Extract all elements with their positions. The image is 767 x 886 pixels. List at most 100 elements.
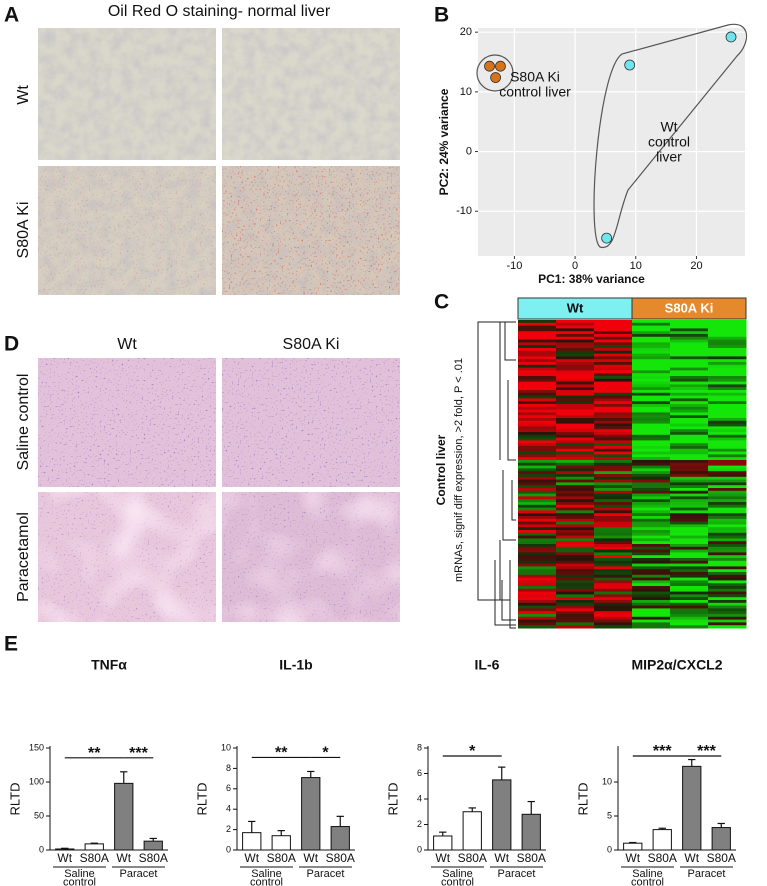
heatmap-texture <box>556 611 595 615</box>
heatmap-texture <box>670 471 709 475</box>
heatmap-texture <box>670 420 709 425</box>
heatmap-texture <box>708 504 747 509</box>
header-box <box>631 297 747 320</box>
heatmap-texture <box>708 378 747 383</box>
y-tick-label: 6 <box>417 768 422 778</box>
heatmap-texture <box>632 572 671 576</box>
bar <box>462 811 482 851</box>
bar <box>652 829 672 851</box>
heatmap-texture <box>556 538 595 542</box>
heatmap-texture <box>518 524 557 528</box>
heatmap-texture <box>518 586 557 590</box>
heatmap-texture <box>518 440 557 444</box>
heatmap-texture <box>708 367 747 371</box>
heatmap-texture <box>594 521 633 525</box>
heatmap-texture <box>632 381 671 385</box>
heatmap-texture <box>594 594 633 598</box>
heatmap-texture <box>518 418 557 422</box>
heatmap-texture <box>594 468 633 472</box>
heatmap-texture <box>632 518 671 523</box>
heatmap-texture <box>632 423 671 427</box>
heatmap-texture <box>556 395 595 399</box>
heatmap-texture <box>556 577 595 581</box>
heatmap-texture <box>670 552 709 556</box>
heatmap-texture <box>594 560 633 565</box>
column-header: S80A Ki <box>665 300 714 315</box>
heatmap-texture <box>518 507 557 511</box>
heatmap-texture <box>632 376 671 380</box>
heatmap-texture <box>670 541 709 545</box>
heatmap-texture <box>518 409 557 413</box>
heatmap-texture <box>632 446 671 450</box>
heatmap-texture <box>594 356 633 360</box>
heatmap-texture <box>594 527 633 531</box>
heatmap-texture <box>708 415 747 419</box>
heatmap-texture <box>708 616 747 621</box>
heatmap-texture <box>632 348 671 352</box>
heatmap-texture <box>556 336 595 341</box>
heatmap-texture <box>670 616 709 621</box>
heatmap-texture <box>632 614 671 618</box>
heatmap-texture <box>708 513 747 517</box>
heatmap-texture <box>556 373 595 377</box>
heatmap-texture <box>670 530 709 534</box>
heatmap-texture <box>632 479 671 483</box>
heatmap-texture <box>708 370 747 374</box>
heatmap-texture <box>594 443 633 447</box>
heatmap-texture <box>632 451 671 455</box>
heatmap-texture <box>670 364 709 369</box>
heatmap-texture <box>518 376 557 380</box>
x-tick-label: Wt <box>57 851 72 865</box>
heatmap-texture <box>632 426 671 430</box>
bar <box>521 813 541 851</box>
heatmap-texture <box>632 625 671 629</box>
heatmap-texture <box>556 412 595 416</box>
heatmap-texture <box>670 493 709 497</box>
y-axis-label: Control liver <box>434 434 448 505</box>
heatmap-texture <box>670 594 709 598</box>
heatmap-texture <box>632 580 671 584</box>
heatmap-texture <box>556 415 595 419</box>
heatmap-texture <box>518 510 557 514</box>
heatmap-texture <box>670 535 709 539</box>
heatmap-texture <box>594 373 633 377</box>
heatmap-texture <box>708 331 747 335</box>
heatmap-texture <box>670 409 709 413</box>
heatmap-texture <box>708 454 747 458</box>
heatmap-texture <box>632 336 671 341</box>
y-tick-label: 0 <box>417 844 422 854</box>
heatmap-texture <box>556 404 595 408</box>
heatmap-texture <box>632 597 671 601</box>
heatmap-texture <box>708 404 747 408</box>
heatmap-texture <box>708 401 747 405</box>
heatmap-texture <box>518 451 557 455</box>
heatmap-texture <box>708 325 747 329</box>
y-tick-label: 0 <box>39 844 44 854</box>
heatmap-texture <box>556 465 595 469</box>
heatmap-texture <box>670 600 709 604</box>
heatmap-texture <box>632 530 671 534</box>
heatmap-texture <box>708 507 747 511</box>
heatmap-texture <box>518 608 557 612</box>
heatmap-texture <box>670 527 709 531</box>
heatmap-texture <box>518 591 557 595</box>
heatmap-texture <box>594 502 633 506</box>
heatmap-texture <box>556 572 595 576</box>
heatmap-texture <box>556 468 595 472</box>
heatmap-texture <box>594 336 633 341</box>
heatmap-texture <box>518 614 557 618</box>
heatmap-texture <box>518 378 557 383</box>
heatmap-texture <box>518 471 557 475</box>
heatmap-texture <box>670 524 709 528</box>
heatmap-texture <box>632 392 671 397</box>
heatmap-texture <box>708 460 747 464</box>
bar <box>301 777 321 851</box>
heatmap-texture <box>632 448 671 453</box>
y-tick-label: 4 <box>417 793 422 803</box>
heatmap-texture <box>670 611 709 615</box>
heatmap-texture <box>632 465 671 469</box>
heatmap-texture <box>670 546 709 551</box>
heatmap-texture <box>670 325 709 329</box>
heatmap-texture <box>594 409 633 413</box>
